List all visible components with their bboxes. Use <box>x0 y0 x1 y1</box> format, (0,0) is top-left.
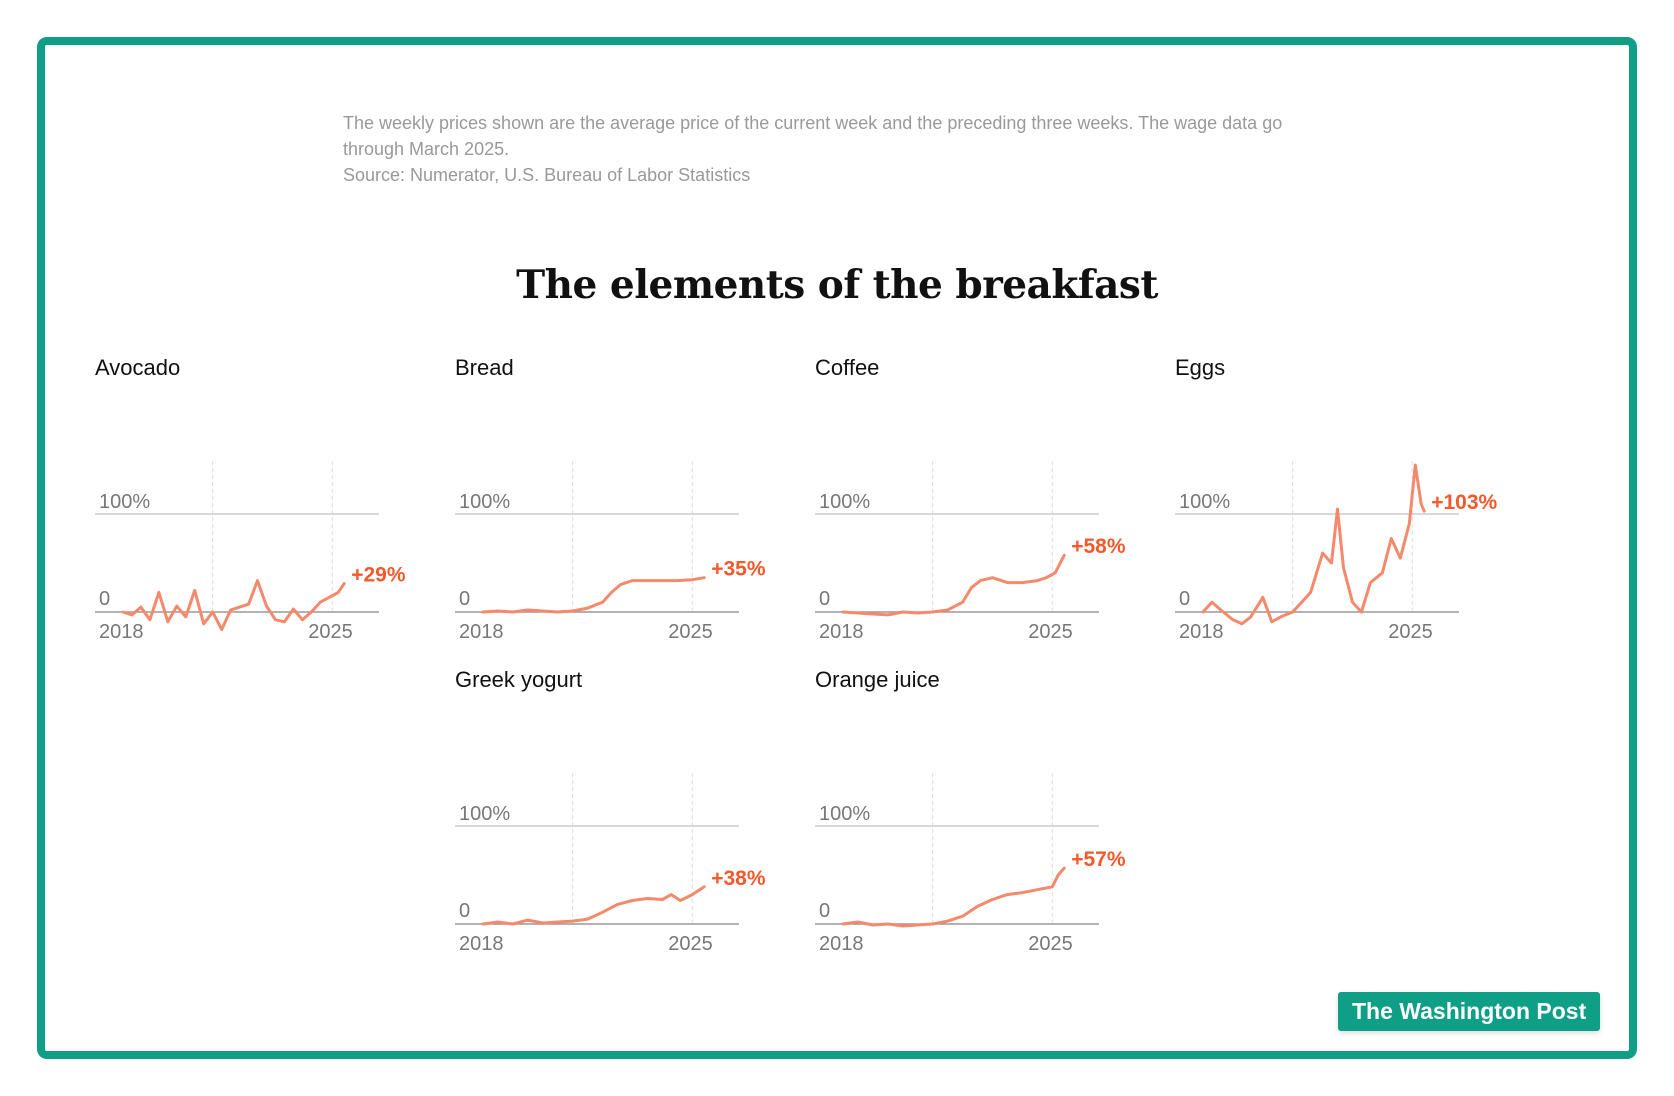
x-tick-label: 2018 <box>459 621 504 643</box>
panel-chart: 100% 0 2018 2025 +35% <box>455 461 766 643</box>
small-multiple-panel: Bread 100% 0 2018 2025 +35% <box>455 355 815 655</box>
series-line <box>841 866 1066 928</box>
x-tick-label: 2018 <box>99 621 144 643</box>
panel-chart: 100% 0 2018 2025 +38% <box>455 773 766 955</box>
y-tick-label: 100% <box>459 803 510 825</box>
y-tick-label: 0 <box>99 588 110 610</box>
y-tick-label: 0 <box>819 900 830 922</box>
series-line <box>1201 463 1426 626</box>
y-tick-label: 100% <box>99 491 150 513</box>
x-tick-label: 2018 <box>1179 621 1224 643</box>
small-multiple-panel: Eggs 100% 0 2018 2025 +103% <box>1175 355 1535 655</box>
panel-chart: 100% 0 2018 2025 +103% <box>1175 461 1498 643</box>
source-line: Source: Numerator, U.S. Bureau of Labor … <box>343 165 751 185</box>
page-title: The elements of the breakfast <box>516 262 1158 308</box>
change-label: +103% <box>1431 491 1497 514</box>
y-tick-label: 100% <box>819 491 870 513</box>
panel-title: Orange juice <box>815 667 940 692</box>
change-label: +35% <box>711 558 766 581</box>
x-tick-label: 2018 <box>819 933 864 955</box>
y-tick-label: 100% <box>1179 491 1230 513</box>
brand-badge[interactable]: The Washington Post <box>1338 992 1601 1031</box>
y-tick-label: 0 <box>459 588 470 610</box>
small-multiple-panel: Greek yogurt 100% 0 2018 2025 +38% <box>455 667 815 967</box>
series-line <box>481 576 706 614</box>
x-tick-label: 2025 <box>1028 621 1073 643</box>
x-tick-label: 2018 <box>819 621 864 643</box>
change-label: +29% <box>351 564 406 587</box>
panel-chart: 100% 0 2018 2025 +29% <box>95 461 406 643</box>
small-multiple-panel: Coffee 100% 0 2018 2025 +58% <box>815 355 1175 655</box>
y-tick-label: 0 <box>459 900 470 922</box>
panel-title: Eggs <box>1175 355 1226 380</box>
x-tick-label: 2025 <box>1028 933 1073 955</box>
x-tick-label: 2025 <box>668 621 713 643</box>
series-line <box>121 579 346 632</box>
y-tick-label: 0 <box>1179 588 1190 610</box>
chart-note: The weekly prices shown are the average … <box>343 110 1363 188</box>
panel-chart: 100% 0 2018 2025 +58% <box>815 461 1126 643</box>
change-label: +58% <box>1071 535 1126 558</box>
series-line <box>481 885 706 926</box>
series-line <box>841 553 1066 617</box>
panel-title: Greek yogurt <box>455 667 583 692</box>
x-tick-label: 2025 <box>308 621 353 643</box>
y-tick-label: 100% <box>459 491 510 513</box>
card-frame: The weekly prices shown are the average … <box>37 37 1637 1059</box>
x-tick-label: 2025 <box>668 933 713 955</box>
y-tick-label: 0 <box>819 588 830 610</box>
small-multiple-panel: Orange juice 100% 0 2018 2025 +57% <box>815 667 1175 967</box>
y-tick-label: 100% <box>819 803 870 825</box>
note-line-1: The weekly prices shown are the average … <box>343 113 1283 133</box>
change-label: +38% <box>711 867 766 890</box>
x-tick-label: 2025 <box>1388 621 1433 643</box>
x-tick-label: 2018 <box>459 933 504 955</box>
panel-title: Coffee <box>815 355 880 380</box>
change-label: +57% <box>1071 848 1126 871</box>
panel-title: Avocado <box>95 355 181 380</box>
note-line-2: through March 2025. <box>343 139 510 159</box>
panel-chart: 100% 0 2018 2025 +57% <box>815 773 1126 955</box>
small-multiple-panel: Avocado 100% 0 2018 2025 +29% <box>95 355 455 655</box>
panel-title: Bread <box>455 355 514 380</box>
